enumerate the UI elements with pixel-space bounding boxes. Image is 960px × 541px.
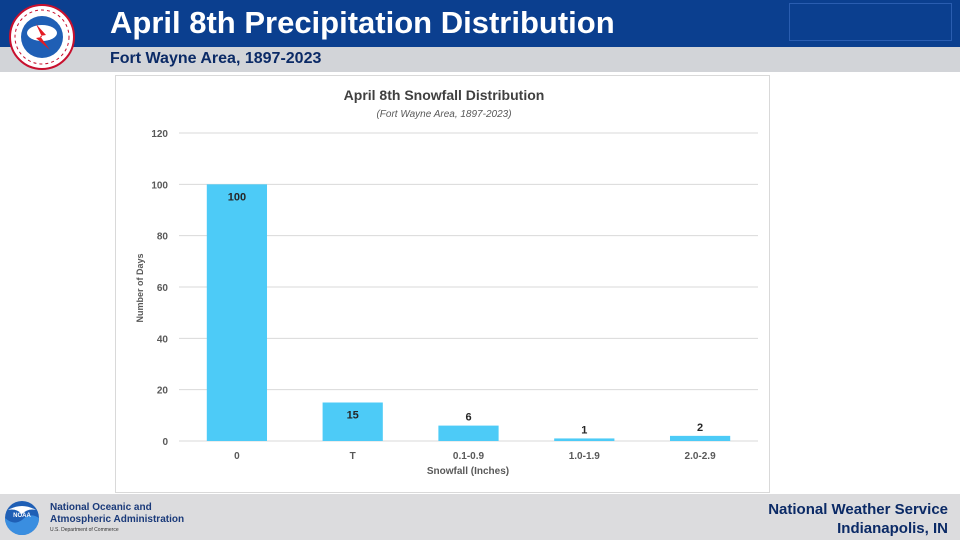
subtitle-bar: Fort Wayne Area, 1897-2023 [0,47,960,72]
y-tick-label: 100 [151,180,168,191]
snowfall-bar-chart: April 8th Snowfall Distribution (Fort Wa… [135,87,758,477]
chart-subtitle: (Fort Wayne Area, 1897-2023) [376,109,511,120]
bar-4 [669,435,731,441]
x-tick-label: 1.0-1.9 [569,451,601,462]
chart-title: April 8th Snowfall Distribution [344,87,545,103]
y-tick-label: 0 [162,437,168,448]
x-tick-label: 2.0-2.9 [685,451,717,462]
data-label: 15 [347,410,359,422]
noaa-logo-icon: NOAA [4,500,40,536]
bar-0 [206,184,268,441]
nws-office: National Weather Service Indianapolis, I… [768,500,948,538]
data-labels: 100 15 6 1 2 [228,191,703,436]
x-tick-labels: 0 T 0.1-0.9 1.0-1.9 2.0-2.9 [234,451,716,462]
nws-logo-icon [6,2,82,70]
bar-3 [554,438,615,441]
x-tick-label: 0 [234,451,240,462]
y-axis-title: Number of Days [135,253,145,322]
bar-series [206,184,731,441]
noaa-name-line2: Atmospheric Administration [50,514,185,525]
x-axis-title: Snowfall (Inches) [427,466,509,477]
y-tick-label: 20 [157,386,169,397]
header-bar: April 8th Precipitation Distribution [0,0,960,47]
nws-office-line1: National Weather Service [768,501,948,518]
data-label: 100 [228,191,246,203]
noaa-name: National Oceanic and Atmospheric Adminis… [50,502,184,526]
footer-bar: NOAA National Oceanic and Atmospheric Ad… [0,494,960,540]
noaa-department: U.S. Department of Commerce [50,527,119,533]
chart-panel: April 8th Snowfall Distribution (Fort Wa… [115,75,770,493]
noaa-name-line1: National Oceanic and [50,502,152,513]
y-tick-label: 80 [157,232,169,243]
noaa-logo-letters: NOAA [13,513,31,519]
x-tick-label: 0.1-0.9 [453,451,485,462]
page-subtitle: Fort Wayne Area, 1897-2023 [110,50,322,67]
grid-lines [179,132,758,442]
data-label: 2 [697,422,703,434]
data-label: 6 [465,412,471,424]
y-tick-label: 40 [157,334,169,345]
x-tick-label: T [350,451,356,462]
y-tick-labels: 0 20 40 60 80 100 120 [151,129,168,448]
header-box [789,3,952,41]
bar-2 [438,425,499,441]
data-label: 1 [581,424,587,436]
y-tick-label: 120 [151,129,168,140]
nws-office-line2: Indianapolis, IN [837,520,948,537]
bar-1 [322,402,383,441]
y-tick-label: 60 [157,283,169,294]
page-title: April 8th Precipitation Distribution [110,5,615,40]
